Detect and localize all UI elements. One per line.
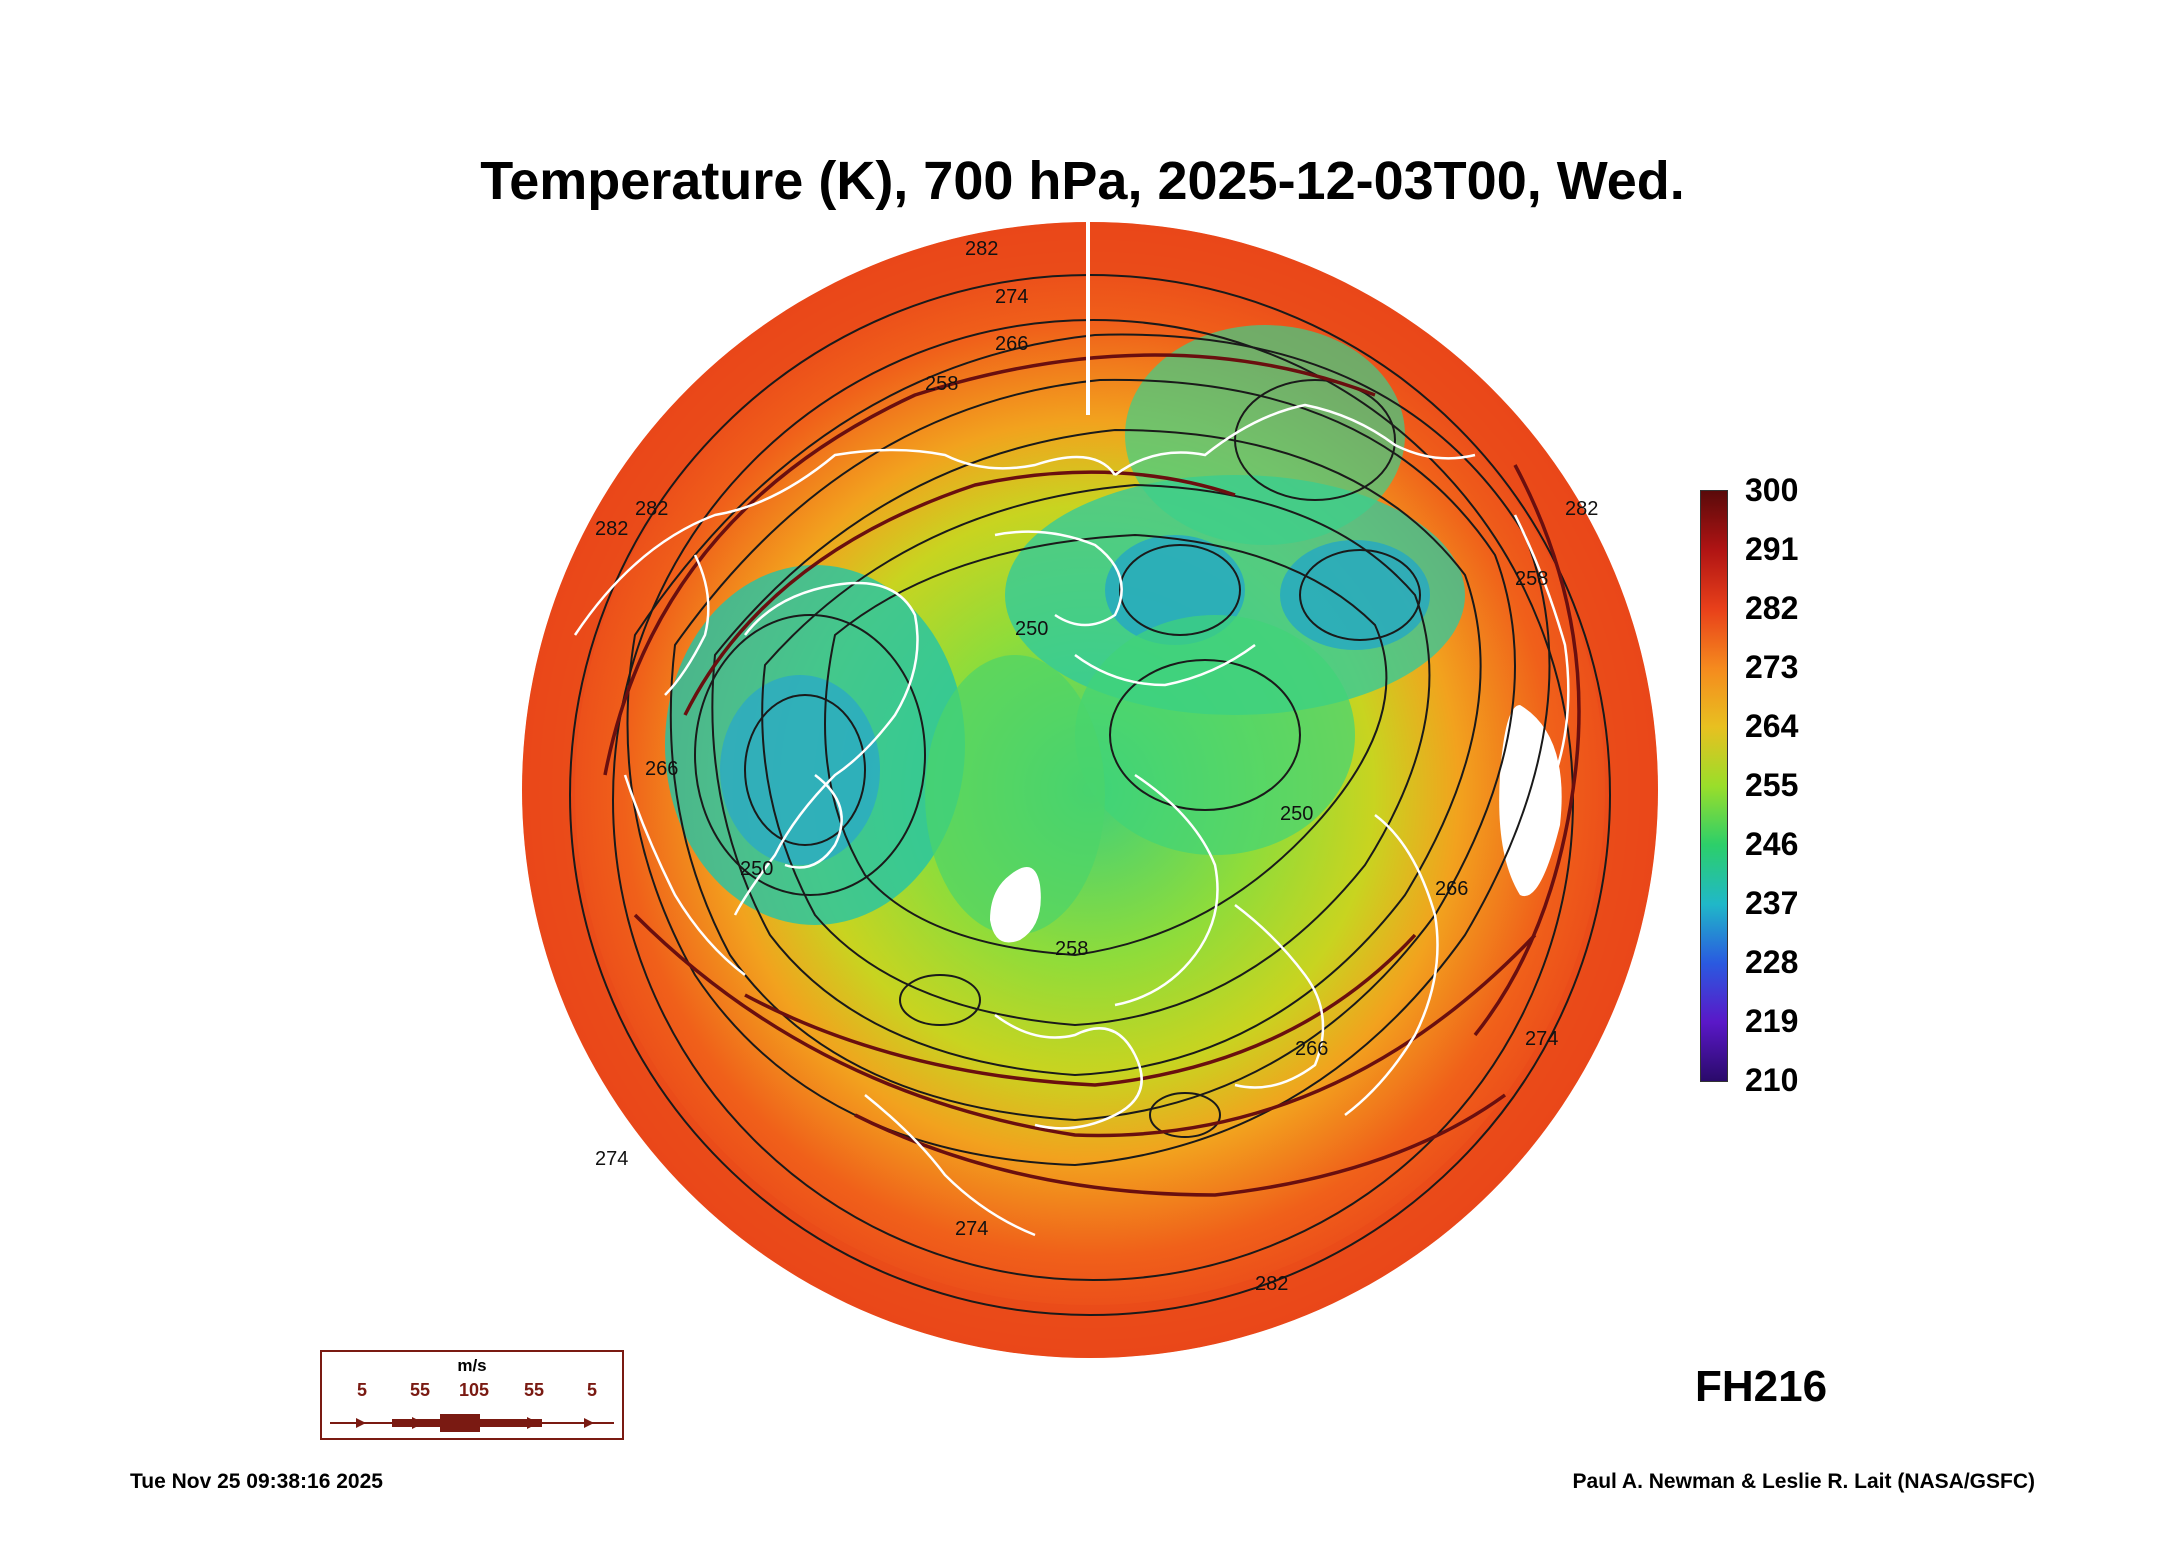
credit: Paul A. Newman & Leslie R. Lait (NASA/GS… bbox=[1572, 1470, 2035, 1493]
contour-label: 282 bbox=[965, 238, 998, 260]
contour-label: 266 bbox=[645, 758, 678, 780]
contour-label: 266 bbox=[995, 333, 1028, 355]
wind-streamlines bbox=[603, 353, 1581, 1197]
colorbar-label: 246 bbox=[1745, 826, 1799, 862]
colorbar-label: 255 bbox=[1745, 767, 1799, 803]
contour-label: 258 bbox=[1515, 568, 1548, 590]
missing-data-patch bbox=[990, 867, 1041, 943]
wind-legend-arrow bbox=[330, 1414, 614, 1432]
colorbar-label: 210 bbox=[1745, 1062, 1799, 1098]
contour-label: 274 bbox=[1525, 1028, 1558, 1050]
colorbar-label: 219 bbox=[1745, 1003, 1799, 1039]
colorbar-label: 264 bbox=[1745, 708, 1799, 744]
map-title: Temperature (K), 700 hPa, 2025-12-03T00,… bbox=[480, 151, 1685, 211]
colorbar bbox=[1700, 490, 1728, 1082]
cold-pool bbox=[1280, 540, 1430, 650]
colorbar-label: 282 bbox=[1745, 590, 1799, 626]
contour-label: 250 bbox=[1280, 803, 1313, 825]
contour-label: 282 bbox=[595, 518, 628, 540]
colorbar-label: 291 bbox=[1745, 531, 1799, 567]
wind-legend-value: 55 bbox=[409, 1380, 431, 1400]
contour-label: 266 bbox=[1435, 878, 1468, 900]
colorbar-label: 237 bbox=[1745, 885, 1799, 921]
wind-speed-legend: m/s 5 55 105 55 5 bbox=[320, 1350, 624, 1440]
timestamp: Tue Nov 25 09:38:16 2025 bbox=[130, 1470, 383, 1493]
wind-legend-value: 5 bbox=[356, 1380, 368, 1400]
contour-label: 274 bbox=[955, 1218, 988, 1240]
contour-label: 282 bbox=[635, 498, 668, 520]
cold-pool bbox=[1075, 615, 1355, 855]
contour-label: 274 bbox=[995, 286, 1028, 308]
contour-label: 282 bbox=[1255, 1273, 1288, 1295]
contour-label: 250 bbox=[740, 858, 773, 880]
contour-label: 282 bbox=[1565, 498, 1598, 520]
wind-legend-unit: m/s bbox=[457, 1356, 487, 1375]
colorbar-label: 300 bbox=[1745, 472, 1799, 508]
forecast-hour: FH216 bbox=[1695, 1362, 1828, 1411]
wind-legend-value: 105 bbox=[458, 1380, 490, 1400]
polar-temperature-map: 282 274 266 258 250 282 282 266 250 258 … bbox=[522, 215, 1658, 1358]
missing-data-patch bbox=[1499, 705, 1562, 897]
colorbar-label: 273 bbox=[1745, 649, 1799, 685]
coastlines bbox=[573, 403, 1570, 1237]
contour-label: 250 bbox=[1015, 618, 1048, 640]
wind-legend-value: 5 bbox=[586, 1380, 598, 1400]
contour-label: 274 bbox=[595, 1148, 628, 1170]
isotherms bbox=[569, 274, 1611, 1316]
wind-legend-value: 55 bbox=[523, 1380, 545, 1400]
colorbar-label: 228 bbox=[1745, 944, 1799, 980]
cold-pool bbox=[925, 655, 1105, 935]
contour-label: 258 bbox=[925, 373, 958, 395]
contour-label: 266 bbox=[1295, 1038, 1328, 1060]
contour-label: 258 bbox=[1055, 938, 1088, 960]
